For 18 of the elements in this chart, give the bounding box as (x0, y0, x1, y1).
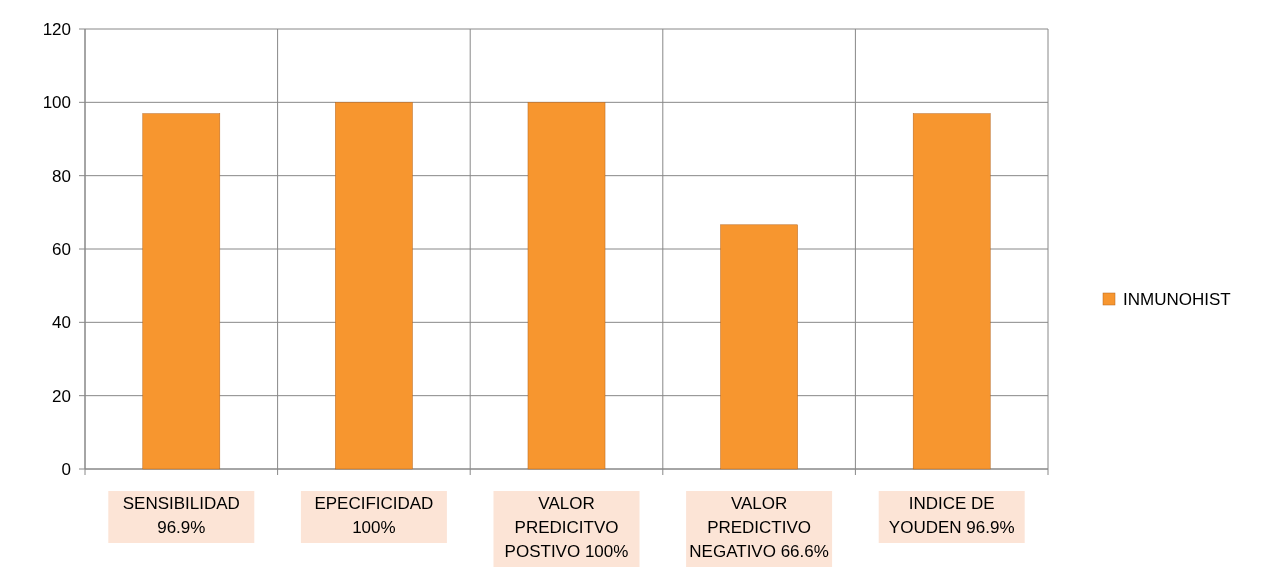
y-tick-label: 80 (52, 166, 71, 186)
y-tick-label: 20 (52, 386, 71, 406)
y-tick-label: 0 (61, 459, 71, 479)
x-tick-label: EPECIFICIDAD 100% (314, 494, 434, 537)
bar (912, 113, 991, 470)
y-tick-label: 60 (52, 239, 71, 259)
x-tick-label: INDICE DE YOUDEN 96.9% (888, 494, 1015, 537)
x-tick-label: SENSIBILIDAD 96.9% (122, 494, 240, 537)
y-tick-label: 120 (42, 19, 71, 39)
bar (527, 102, 606, 470)
bar (335, 102, 413, 470)
legend-label: INMUNOHIST (1123, 289, 1231, 309)
y-tick-label: 40 (52, 313, 71, 333)
bar (142, 113, 221, 470)
y-tick-label: 100 (42, 93, 71, 113)
bar (720, 224, 798, 470)
x-tick-label: VALOR PREDICTIVO NEGATIVO 66.6% (689, 494, 829, 561)
x-tick-label: VALOR PREDICITVO POSTIVO 100% (504, 494, 629, 561)
